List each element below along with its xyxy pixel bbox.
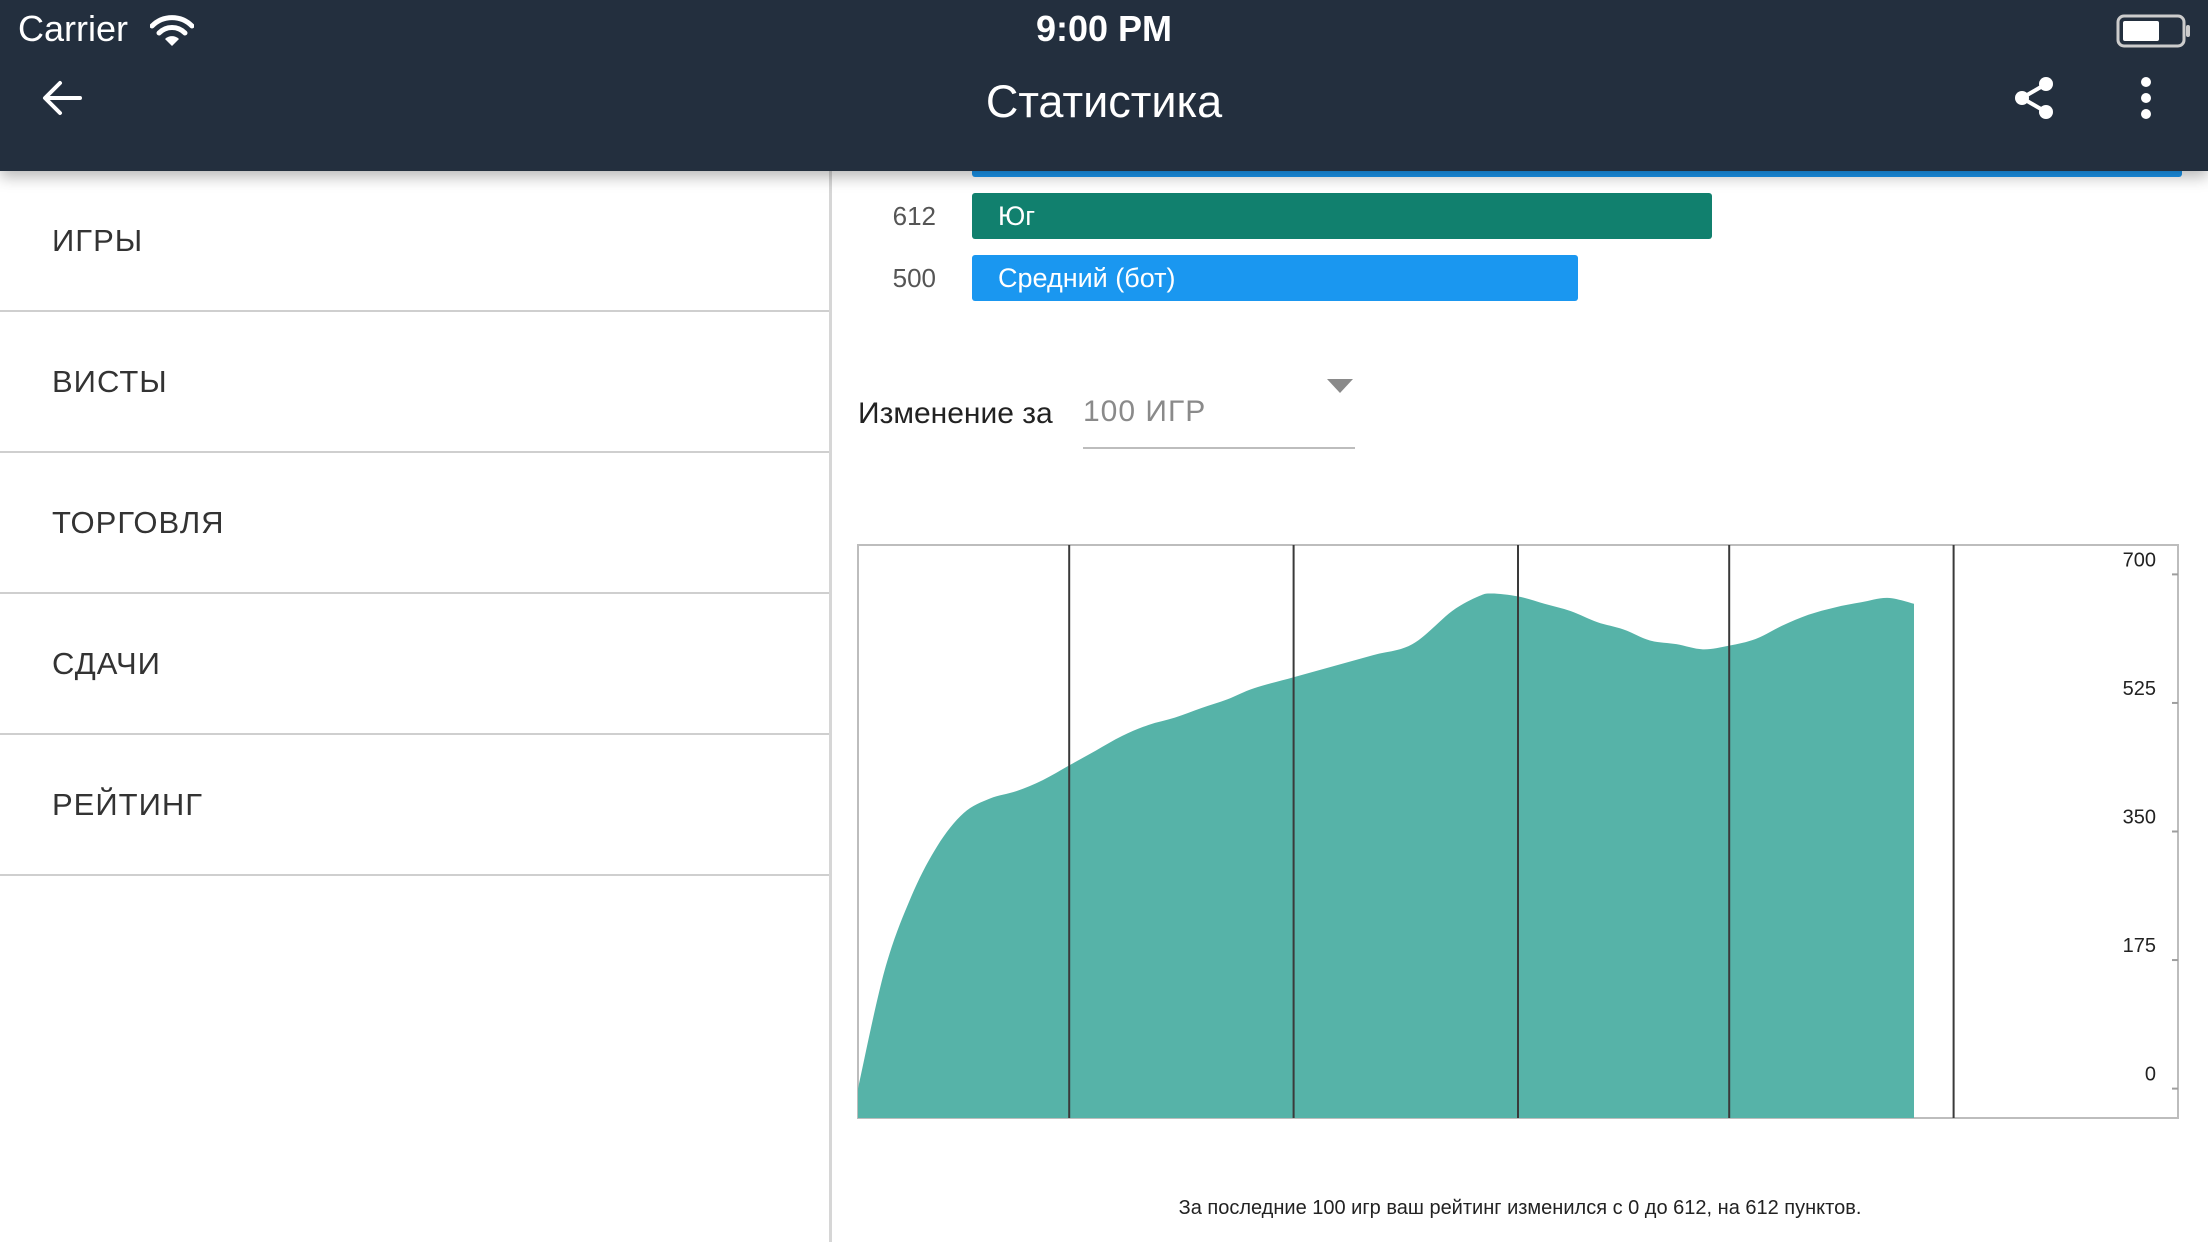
sidebar-item-games[interactable]: ИГРЫ — [0, 171, 829, 312]
sidebar-item-label: СДАЧИ — [52, 645, 161, 681]
y-tick-label: 700 — [2123, 549, 2156, 571]
period-value: 100 ИГР — [1083, 395, 1207, 428]
rating-bar-label: Средний (бот) — [998, 263, 1176, 293]
scrolled-bar-edge — [972, 171, 2182, 177]
rating-value: 612 — [892, 201, 936, 231]
rating-bar-row: 500 Средний (бот) — [832, 255, 2208, 301]
battery-icon — [2116, 14, 2190, 48]
sidebar-item-whists[interactable]: ВИСТЫ — [0, 312, 829, 453]
rating-summary: За последние 100 игр ваш рейтинг изменил… — [1178, 1197, 1862, 1219]
sidebar-item-label: ТОРГОВЛЯ — [52, 504, 225, 540]
status-time: 9:00 PM — [1035, 8, 1173, 49]
sidebar-item-label: ИГРЫ — [52, 222, 144, 258]
rating-bar: Юг — [972, 193, 1712, 239]
sidebar: ИГРЫ ВИСТЫ ТОРГОВЛЯ СДАЧИ РЕЙТИНГ — [0, 171, 832, 1242]
y-tick-label: 175 — [2123, 935, 2156, 957]
x-tick-label: 50 — [1507, 1128, 1529, 1131]
x-tick-label: 0 — [852, 1128, 863, 1131]
sidebar-item-rating[interactable]: РЕЙТИНГ — [0, 735, 829, 876]
rating-content: 612 Юг 500 Средний (бот) Изменение за 10… — [832, 171, 2208, 1242]
page-title: Статистика — [985, 76, 1223, 127]
app-bar: Carrier 9:00 PM Статистика — [0, 0, 2208, 171]
status-carrier: Carrier — [18, 8, 129, 49]
x-tick-label: 100 — [2161, 1128, 2194, 1131]
x-tick-label: 16 — [1058, 1128, 1080, 1131]
rating-chart: 0 16 33 50 66 83 100 0 175 350 525 700 — [852, 544, 2195, 1131]
period-dropdown[interactable]: 100 ИГР — [1083, 379, 1355, 449]
sidebar-item-label: РЕЙТИНГ — [52, 786, 204, 822]
x-tick-label: 66 — [1718, 1128, 1740, 1131]
y-tick-label: 525 — [2123, 678, 2156, 700]
sidebar-item-deals[interactable]: СДАЧИ — [0, 594, 829, 735]
wifi-icon — [150, 15, 194, 46]
change-label: Изменение за — [858, 397, 1053, 430]
rating-value: 500 — [892, 263, 936, 293]
back-button[interactable] — [34, 70, 90, 126]
x-tick-label: 33 — [1282, 1128, 1304, 1131]
share-icon[interactable] — [2010, 74, 2058, 122]
rating-area — [858, 593, 1914, 1118]
rating-bar-row: 612 Юг — [832, 193, 2208, 239]
rating-bar-label: Юг — [998, 201, 1036, 231]
y-tick-label: 350 — [2123, 807, 2156, 829]
more-vert-icon[interactable] — [2128, 74, 2164, 122]
rating-bar: Средний (бот) — [972, 255, 1578, 301]
chevron-down-icon — [1327, 379, 1353, 393]
y-tick-label: 0 — [2145, 1064, 2156, 1086]
x-tick-label: 83 — [1942, 1128, 1964, 1131]
sidebar-item-bidding[interactable]: ТОРГОВЛЯ — [0, 453, 829, 594]
sidebar-item-label: ВИСТЫ — [52, 363, 168, 399]
